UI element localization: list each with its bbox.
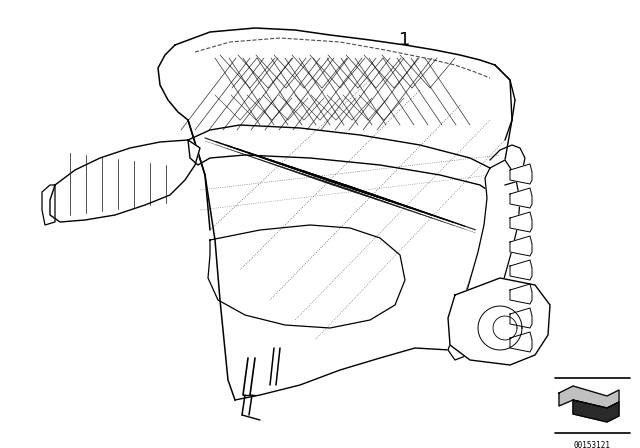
Polygon shape [510,308,532,328]
Polygon shape [510,188,532,208]
Polygon shape [448,160,520,360]
Polygon shape [448,278,550,365]
Polygon shape [510,260,532,280]
Polygon shape [559,386,619,408]
Polygon shape [510,332,532,352]
Polygon shape [510,164,532,184]
Text: 00153121: 00153121 [573,441,611,448]
Polygon shape [510,284,532,304]
Polygon shape [50,140,200,222]
Polygon shape [510,212,532,232]
Polygon shape [188,125,500,195]
Polygon shape [573,400,619,422]
Text: 1: 1 [399,31,411,49]
Polygon shape [510,236,532,256]
Polygon shape [208,225,405,328]
Polygon shape [42,185,55,225]
